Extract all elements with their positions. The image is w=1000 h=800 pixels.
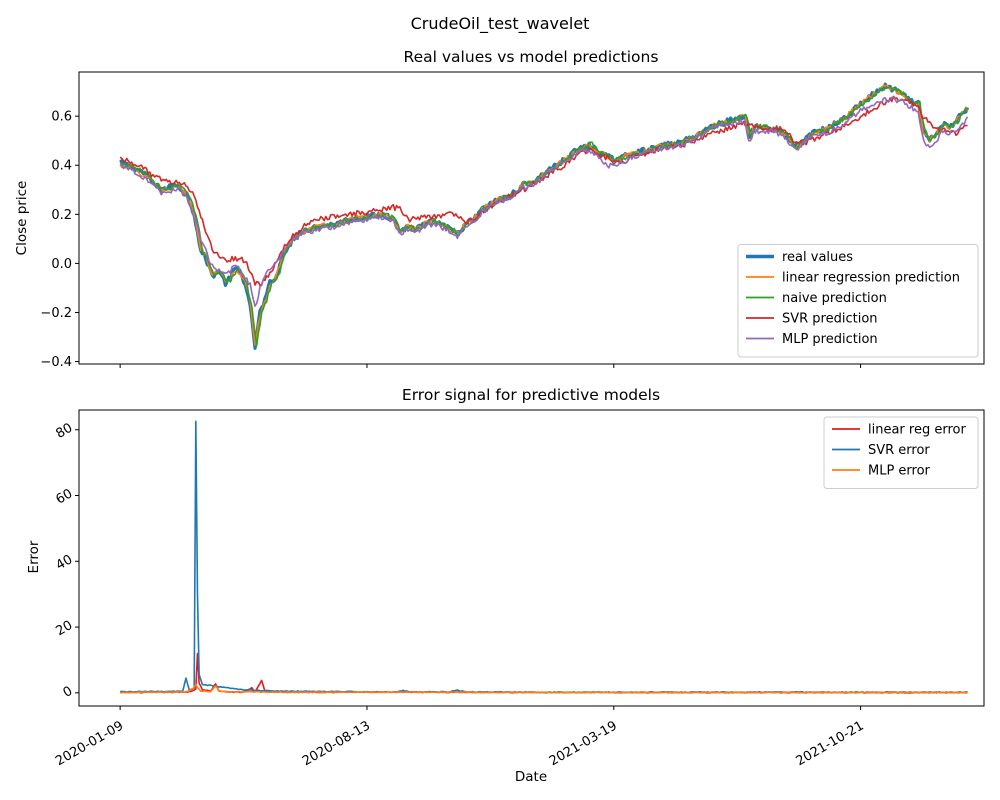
predictions-panel-ylabel: Close price bbox=[14, 181, 30, 256]
predictions-panel-frame bbox=[78, 71, 985, 365]
y-tick-label: 20 bbox=[53, 618, 75, 639]
y-tick-label: 80 bbox=[53, 421, 75, 442]
predictions-panel-series bbox=[119, 82, 970, 350]
legend-label-svr: SVR prediction bbox=[782, 312, 878, 327]
y-tick-label: 0.2 bbox=[51, 208, 72, 223]
legend-label-linreg_err: linear reg error bbox=[868, 423, 966, 438]
error-panel-legend: linear reg error SVR error MLP error bbox=[823, 416, 979, 489]
legend-label-real: real values bbox=[782, 250, 853, 265]
y-tick-label: −0.2 bbox=[40, 306, 72, 321]
y-tick-label: 0.4 bbox=[51, 159, 72, 174]
legend-label-linreg: linear regression prediction bbox=[782, 271, 960, 286]
series-line-mlp bbox=[119, 96, 969, 307]
legend-label-mlp_err: MLP error bbox=[868, 464, 931, 479]
predictions-panel-title: Real values vs model predictions bbox=[404, 48, 659, 66]
legend-frame bbox=[737, 244, 979, 358]
y-tick-label: 0.6 bbox=[51, 110, 72, 125]
error-panel-frame bbox=[78, 409, 985, 707]
x-tick-label: 2021-10-21 bbox=[794, 718, 867, 769]
error-panel-ylabel: Error bbox=[26, 540, 42, 573]
x-tick-label: 2020-01-09 bbox=[53, 718, 126, 769]
legend-label-naive: naive prediction bbox=[782, 291, 887, 306]
y-tick-label: 60 bbox=[53, 486, 75, 507]
series-line-linreg_err bbox=[120, 652, 968, 694]
predictions-panel: Real values vs model predictions Close p… bbox=[14, 48, 985, 370]
error-panel-ticks: 0 20 40 60 80 2020-01-09 2020-08-13 2021-03-19 2… bbox=[53, 421, 866, 770]
x-tick-label: 2021-03-19 bbox=[547, 718, 620, 769]
figure-suptitle: CrudeOil_test_wavelet bbox=[411, 14, 590, 34]
predictions-panel-legend: real values linear regression prediction n… bbox=[737, 244, 979, 358]
legend-label-mlp: MLP prediction bbox=[782, 332, 878, 347]
error-panel-series bbox=[119, 420, 968, 694]
error-panel-xlabel: Date bbox=[515, 769, 547, 785]
predictions-panel-ticks: −0.4 −0.2 0.0 0.2 0.4 0.6 bbox=[40, 110, 862, 370]
series-line-naive bbox=[119, 86, 969, 347]
series-line-mlp_err bbox=[119, 683, 968, 694]
x-tick-label: 2020-08-13 bbox=[300, 718, 373, 769]
legend-label-svr_err: SVR error bbox=[868, 443, 930, 458]
y-tick-label: −0.4 bbox=[40, 355, 72, 370]
y-tick-label: 40 bbox=[53, 552, 75, 573]
error-panel-title: Error signal for predictive models bbox=[402, 386, 660, 404]
error-panel: Error signal for predictive models Error… bbox=[26, 386, 985, 785]
legend-frame bbox=[823, 416, 979, 489]
y-tick-label: 0.0 bbox=[51, 257, 72, 272]
y-tick-label: 0 bbox=[61, 684, 76, 701]
